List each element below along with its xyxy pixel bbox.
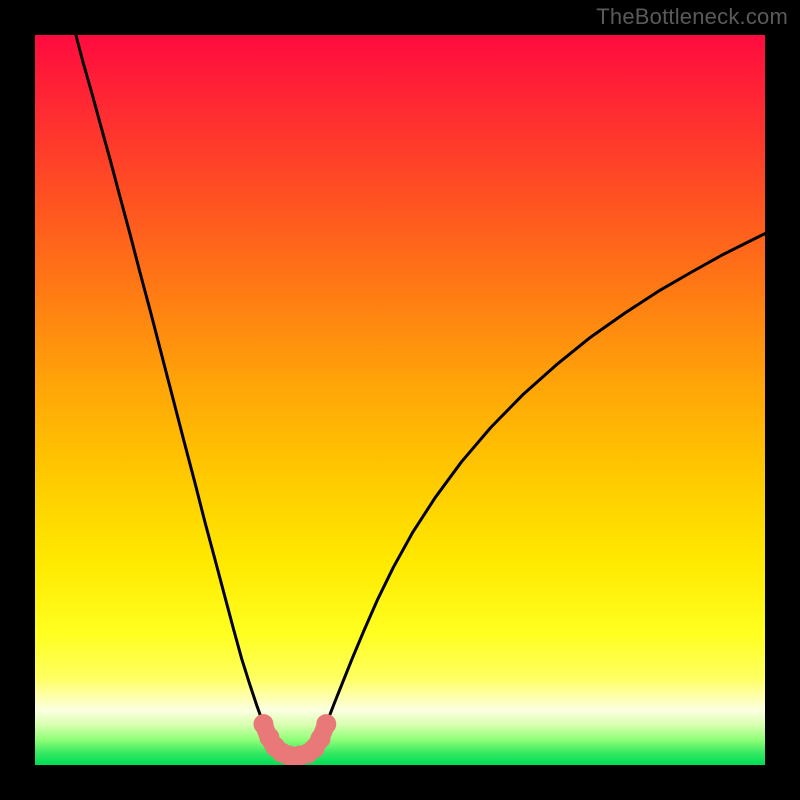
valley-marker [317, 715, 336, 734]
watermark-text: TheBottleneck.com [596, 4, 788, 30]
chart-plot-area [35, 35, 765, 765]
chart-curves [35, 35, 765, 765]
curve-left-branch [76, 35, 264, 724]
curve-right-branch [326, 234, 765, 725]
